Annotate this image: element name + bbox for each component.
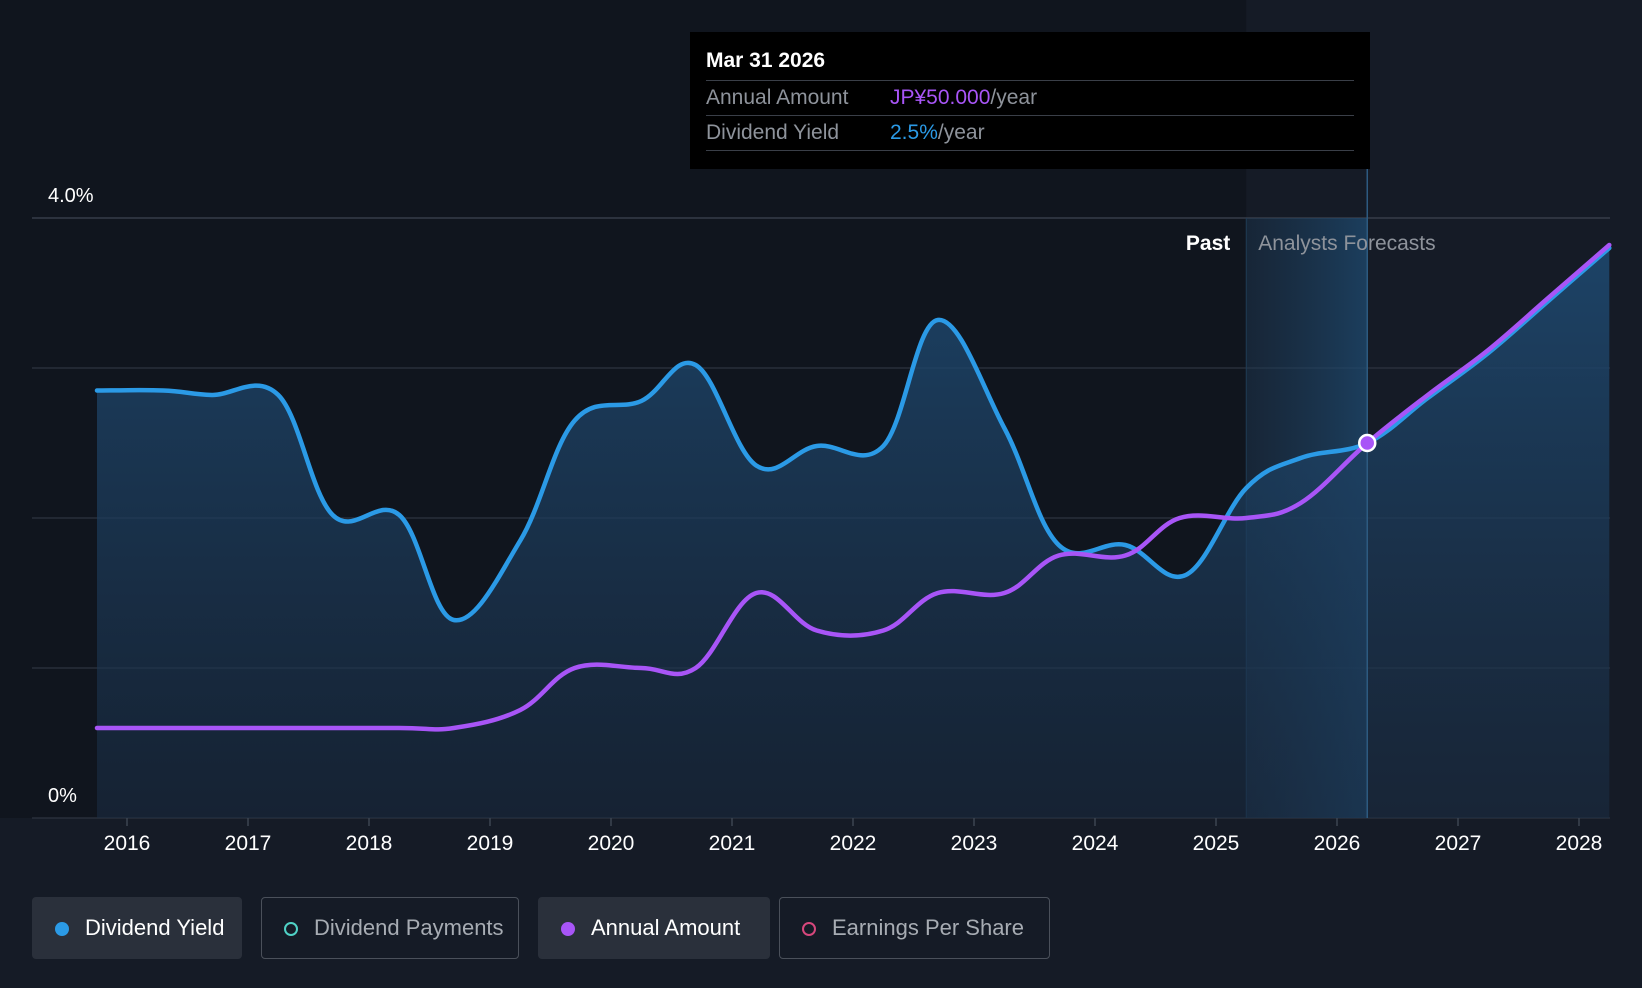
x-tick-label-2027: 2027 xyxy=(1435,832,1482,855)
legend-dividend-yield-label: Dividend Yield xyxy=(85,915,225,940)
tooltip-annual-amount-value: JP¥50.000 xyxy=(890,86,991,109)
tooltip-dividend-yield-unit: /year xyxy=(937,121,985,144)
legend-earnings-per-share-dot-icon xyxy=(802,922,816,936)
legend-dividend-yield-dot-icon xyxy=(55,922,69,936)
legend-dividend-payments-button[interactable]: Dividend Payments xyxy=(261,897,519,959)
tooltip-annual-amount-unit: /year xyxy=(990,86,1038,109)
x-tick-label-2026: 2026 xyxy=(1314,832,1361,855)
legend-dividend-payments-dot-icon xyxy=(284,922,298,936)
x-tick-label-2025: 2025 xyxy=(1193,832,1240,855)
x-tick-label-2024: 2024 xyxy=(1072,832,1119,855)
tooltip-dividend-yield-value: 2.5% xyxy=(890,121,938,144)
legend-dividend-payments-label: Dividend Payments xyxy=(314,915,504,940)
y-axis-label-top: 4.0% xyxy=(48,185,94,207)
legend-annual-amount-label: Annual Amount xyxy=(591,915,741,940)
past-label: Past xyxy=(1186,232,1230,255)
chart-tooltip: Mar 31 2026 Annual Amount JP¥50.000/year … xyxy=(690,32,1370,169)
tooltip-annual-amount-row: Annual Amount JP¥50.000/year xyxy=(706,81,1354,116)
x-tick-label-2023: 2023 xyxy=(951,832,998,855)
x-tick-label-2019: 2019 xyxy=(467,832,514,855)
y-axis-label-bottom: 0% xyxy=(48,785,77,807)
x-tick-label-2028: 2028 xyxy=(1556,832,1603,855)
legend-dividend-yield-button[interactable]: Dividend Yield xyxy=(32,897,242,959)
dividend-yield-area xyxy=(97,248,1610,818)
x-tick-label-2022: 2022 xyxy=(830,832,877,855)
legend-earnings-per-share-button[interactable]: Earnings Per Share xyxy=(779,897,1050,959)
legend-annual-amount-dot-icon xyxy=(561,922,575,936)
tooltip-dividend-yield-label: Dividend Yield xyxy=(706,121,840,144)
x-tick-label-2020: 2020 xyxy=(588,832,635,855)
x-tick-label-2017: 2017 xyxy=(225,832,272,855)
x-tick-label-2021: 2021 xyxy=(709,832,756,855)
tooltip-date: Mar 31 2026 xyxy=(706,46,1354,81)
tooltip-annual-amount-label: Annual Amount xyxy=(706,86,849,109)
legend-annual-amount-button[interactable]: Annual Amount xyxy=(538,897,770,959)
highlight-point-marker xyxy=(1358,433,1377,453)
dividend-yield-line xyxy=(94,245,1612,623)
analysts-forecasts-label: Analysts Forecasts xyxy=(1258,232,1435,255)
x-tick-label-2016: 2016 xyxy=(104,832,151,855)
legend-earnings-per-share-label: Earnings Per Share xyxy=(832,915,1024,940)
tooltip-dividend-yield-row: Dividend Yield 2.5%/year xyxy=(706,116,1354,151)
x-tick-label-2018: 2018 xyxy=(346,832,393,855)
